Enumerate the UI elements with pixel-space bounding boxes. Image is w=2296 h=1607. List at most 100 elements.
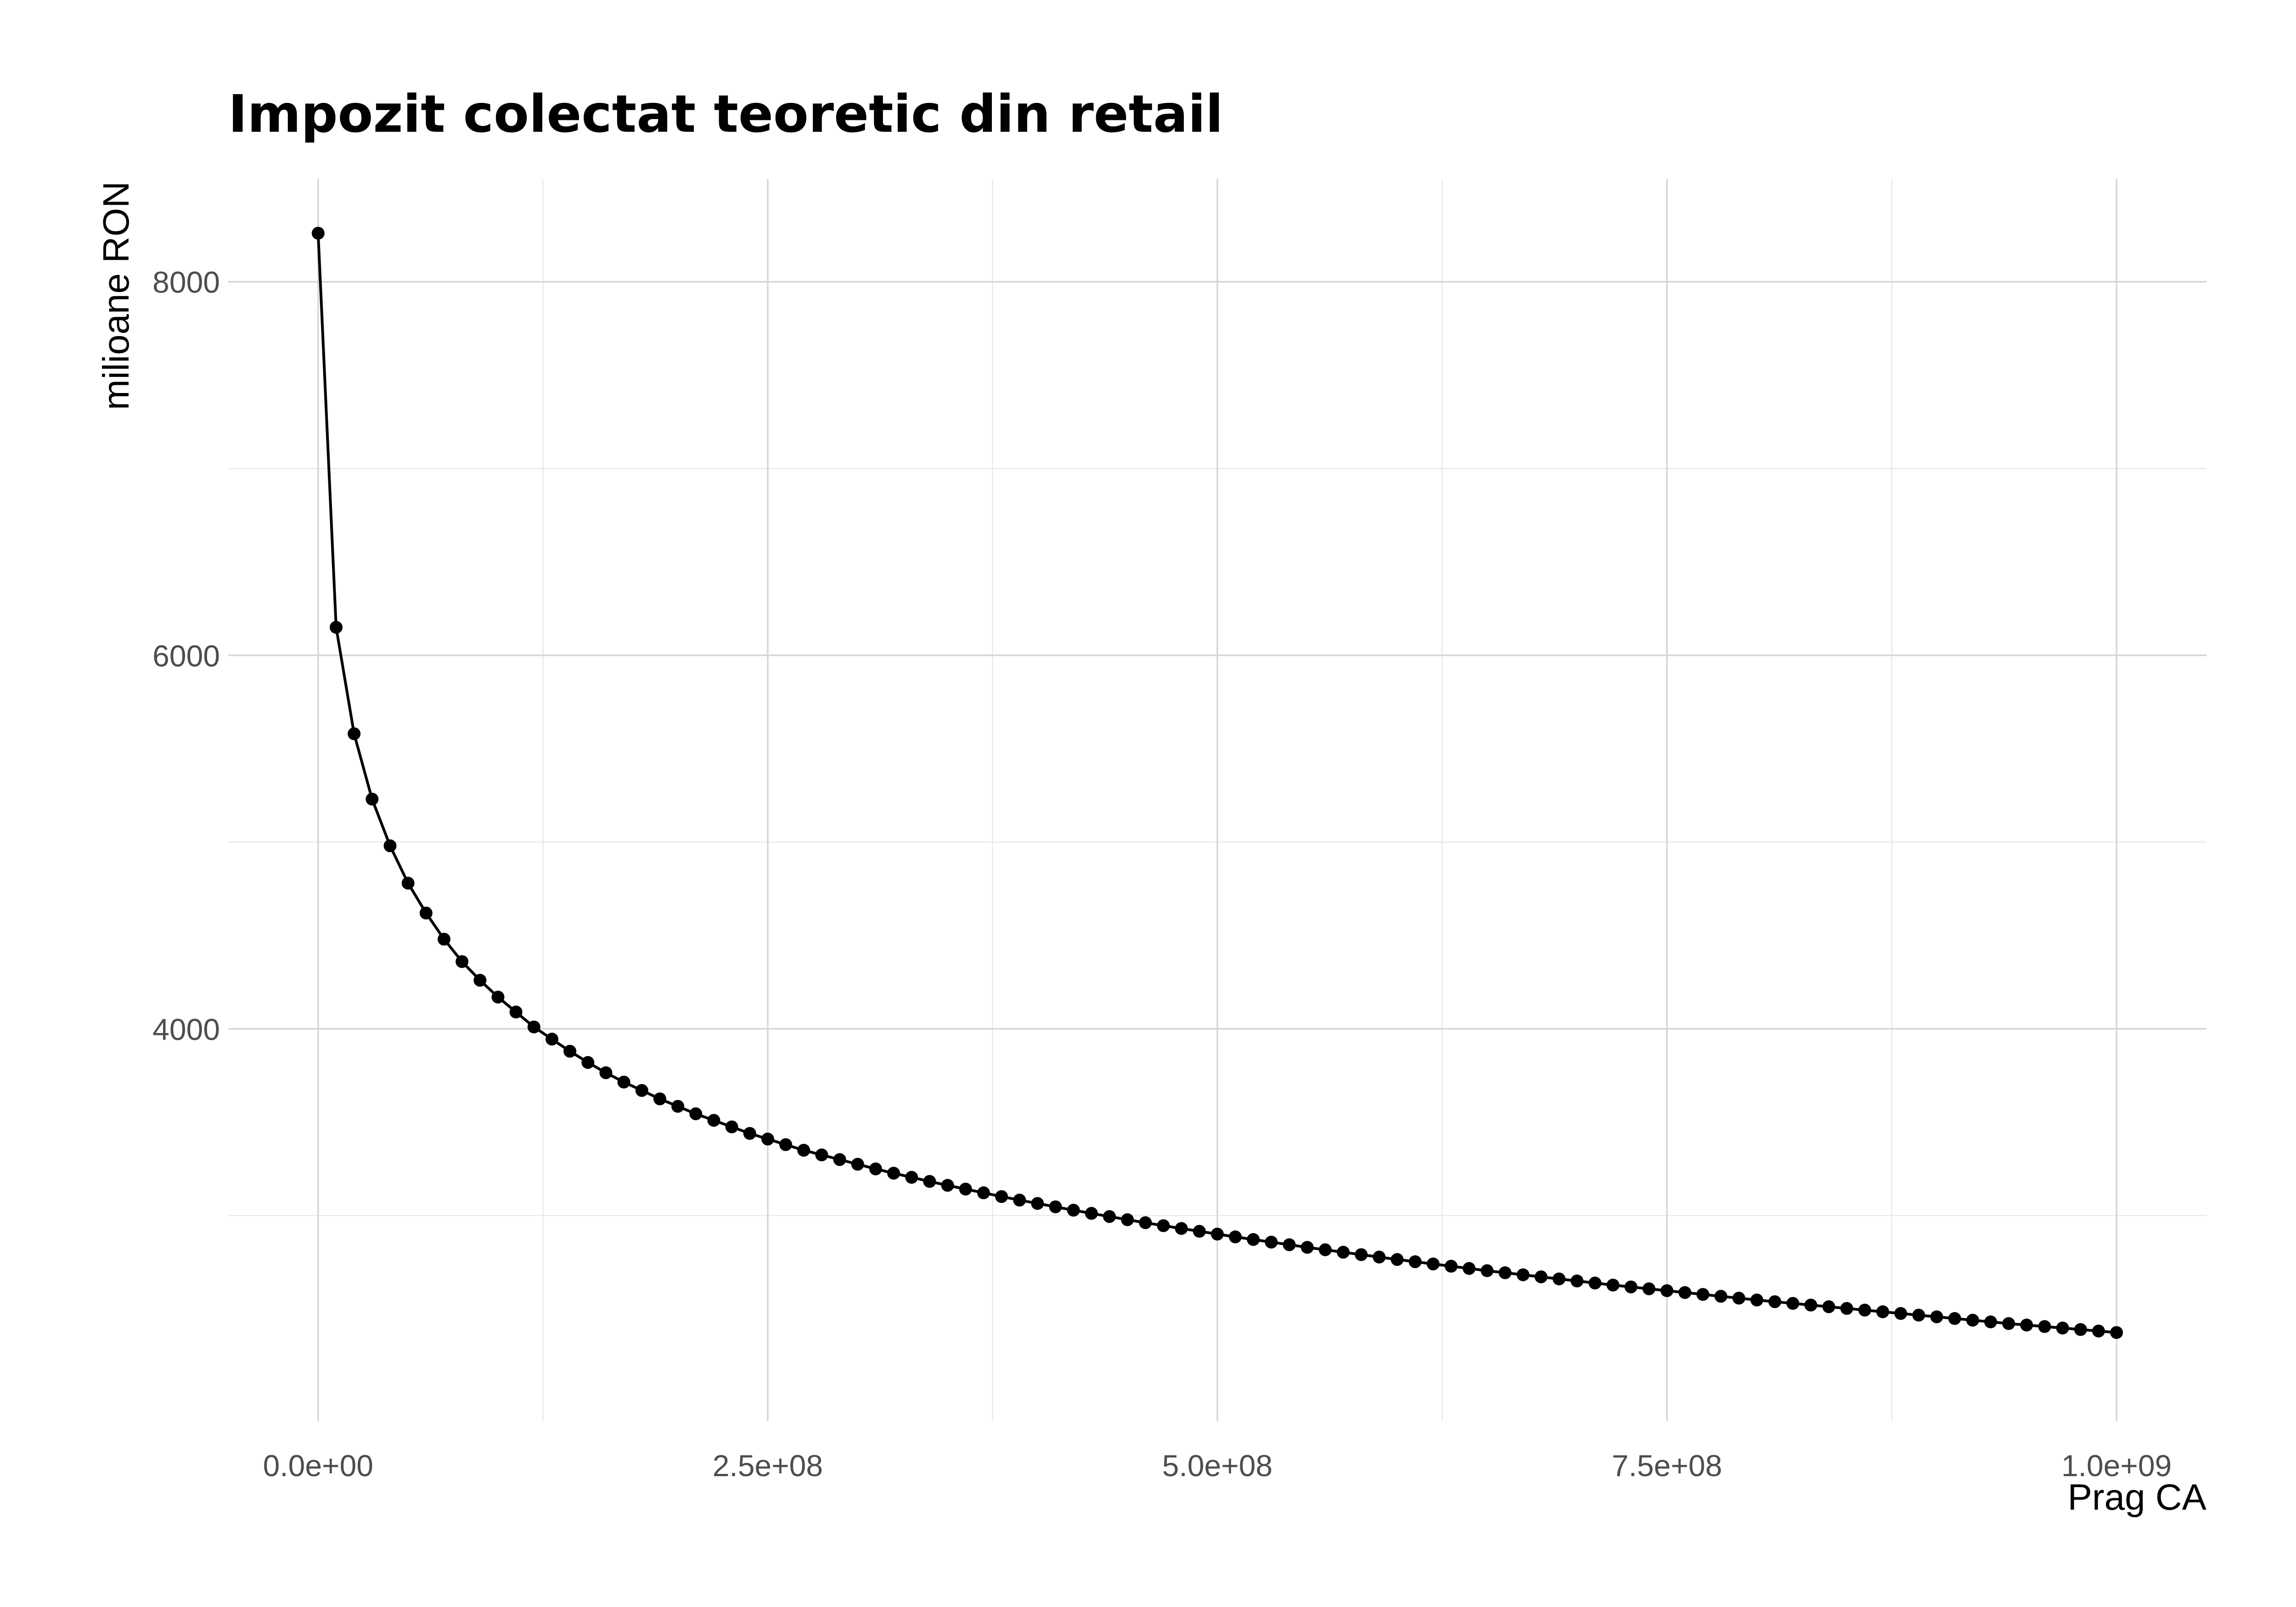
y-tick-label: 8000	[152, 265, 220, 299]
data-point	[1516, 1268, 1530, 1281]
data-point	[1157, 1219, 1170, 1232]
data-point	[1642, 1282, 1655, 1296]
x-tick-labels: 0.0e+00 2.5e+08 5.0e+08 7.5e+08 1.0e+09	[263, 1449, 2172, 1483]
data-point	[1912, 1309, 1925, 1322]
data-point	[1031, 1197, 1044, 1210]
data-point	[1804, 1298, 1818, 1312]
data-point	[1696, 1288, 1710, 1301]
data-point	[1373, 1250, 1386, 1264]
data-point	[1103, 1210, 1116, 1223]
data-point	[1624, 1280, 1638, 1293]
data-point	[545, 1033, 558, 1046]
data-point	[959, 1182, 972, 1196]
data-point	[1984, 1315, 1998, 1329]
data-point	[509, 1006, 523, 1019]
data-point	[348, 727, 361, 741]
data-point	[599, 1066, 613, 1079]
data-point	[833, 1153, 846, 1166]
data-point	[815, 1148, 828, 1162]
data-point	[1858, 1304, 1871, 1317]
data-point	[941, 1179, 954, 1192]
data-point	[1570, 1274, 1584, 1287]
data-point	[2074, 1323, 2087, 1336]
data-point	[401, 877, 415, 890]
x-tick-label: 1.0e+09	[2061, 1449, 2172, 1483]
data-point	[491, 990, 505, 1004]
data-point	[456, 955, 469, 968]
data-point	[2092, 1324, 2105, 1337]
data-point	[1822, 1300, 1835, 1314]
y-tick-labels: 4000 6000 8000	[152, 265, 220, 1046]
data-point	[797, 1144, 810, 1157]
data-point	[1553, 1272, 1566, 1286]
x-axis-title: Prag CA	[2068, 1477, 2207, 1517]
data-point	[635, 1084, 648, 1097]
data-point	[2038, 1320, 2051, 1333]
data-point	[1768, 1295, 1782, 1309]
data-point	[1606, 1278, 1620, 1292]
data-points	[311, 226, 2123, 1339]
data-point	[671, 1100, 685, 1113]
data-point	[707, 1114, 720, 1127]
data-point	[383, 839, 397, 853]
data-point	[1445, 1259, 1458, 1273]
data-point	[1463, 1262, 1476, 1275]
data-point	[761, 1132, 774, 1146]
data-point	[743, 1127, 756, 1140]
data-point	[1300, 1241, 1314, 1254]
x-tick-label: 2.5e+08	[713, 1449, 823, 1483]
data-point	[1247, 1233, 1260, 1246]
x-tick-label: 7.5e+08	[1612, 1449, 1722, 1483]
data-point	[2056, 1321, 2069, 1335]
data-point	[1408, 1255, 1422, 1269]
data-point	[1355, 1248, 1368, 1261]
data-point	[1660, 1284, 1674, 1298]
data-point	[1426, 1257, 1440, 1270]
data-point	[617, 1075, 630, 1089]
data-point	[1948, 1312, 1961, 1325]
data-point	[311, 226, 325, 240]
data-point	[1175, 1222, 1188, 1235]
data-point	[995, 1190, 1008, 1203]
data-point	[725, 1120, 738, 1134]
data-point	[1121, 1213, 1134, 1226]
data-point	[1714, 1290, 1728, 1303]
data-point	[1732, 1292, 1745, 1305]
data-point	[1534, 1270, 1548, 1283]
data-point	[887, 1167, 900, 1180]
data-point	[1265, 1236, 1278, 1249]
y-axis-title: milioane RON	[96, 181, 136, 410]
data-point	[1193, 1225, 1206, 1238]
data-point	[419, 906, 433, 920]
data-point	[851, 1157, 864, 1171]
chart-title: Impozit colectat teoretic din retail	[228, 84, 1223, 144]
data-point	[1067, 1203, 1080, 1217]
data-point	[869, 1162, 882, 1175]
data-point	[1229, 1230, 1242, 1243]
data-point	[1139, 1216, 1152, 1230]
data-point	[1786, 1297, 1800, 1310]
data-point	[1480, 1264, 1494, 1277]
x-tick-label: 5.0e+08	[1162, 1449, 1272, 1483]
grid	[228, 179, 2206, 1421]
data-point	[1085, 1207, 1098, 1220]
data-point	[905, 1171, 918, 1184]
y-tick-label: 6000	[152, 639, 220, 673]
data-point	[1876, 1305, 1890, 1319]
data-point	[1283, 1238, 1296, 1252]
data-point	[1588, 1276, 1602, 1290]
data-point	[2020, 1318, 2033, 1332]
data-point	[1211, 1227, 1224, 1241]
x-tick-label: 0.0e+00	[263, 1449, 373, 1483]
data-point	[2002, 1317, 2015, 1330]
data-point	[1390, 1253, 1404, 1266]
data-point	[437, 933, 450, 946]
data-point	[473, 974, 487, 987]
data-point	[1930, 1310, 1943, 1324]
data-point	[366, 792, 379, 806]
data-point	[689, 1107, 703, 1120]
data-point	[563, 1045, 577, 1058]
data-point	[1840, 1302, 1853, 1315]
data-point	[581, 1056, 595, 1069]
